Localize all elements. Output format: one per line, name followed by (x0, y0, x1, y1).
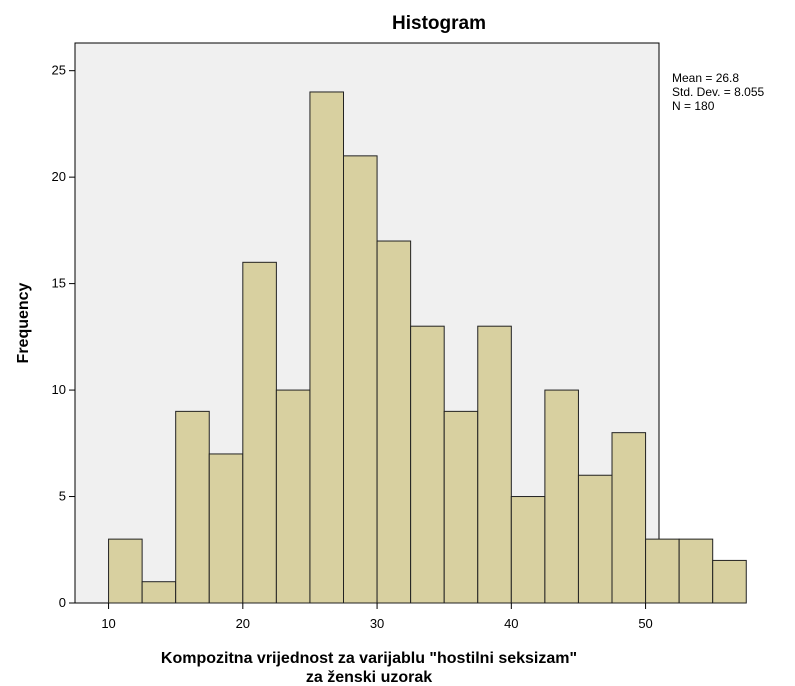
x-axis-title-line-2: za ženski uzorak (306, 669, 432, 686)
histogram-bar (108, 538, 143, 604)
histogram-bar (577, 474, 613, 604)
histogram-bar (410, 325, 445, 604)
y-axis-title: Frequency (15, 282, 32, 363)
histogram-bar (678, 538, 714, 604)
histogram-bar (141, 581, 177, 604)
y-tick-label: 20 (52, 169, 66, 184)
histogram-bar (376, 240, 412, 604)
histogram-bar (175, 410, 210, 604)
x-tick-label: 30 (370, 616, 384, 631)
histogram-bar (275, 389, 311, 604)
y-tick-label: 5 (59, 489, 66, 504)
chart-title: Histogram (392, 13, 486, 34)
histogram-bar (309, 91, 345, 604)
y-tick-label: 0 (59, 595, 66, 610)
histogram-bar (343, 155, 378, 604)
y-axis: 0 5 10 15 20 25 (52, 63, 75, 610)
y-tick-label: 25 (52, 63, 66, 78)
histogram-bar (645, 538, 680, 604)
x-axis-title-line-1: Kompozitna vrijednost za varijablu "host… (161, 650, 577, 667)
x-tick-label: 40 (504, 616, 518, 631)
bars-group (108, 91, 747, 604)
histogram-bar (510, 496, 546, 604)
histogram-bar (208, 453, 244, 604)
histogram-bar (712, 559, 747, 604)
stat-mean: Mean = 26.8 (672, 71, 739, 85)
x-tick-label: 50 (638, 616, 652, 631)
histogram-bar (242, 261, 277, 604)
stat-std-dev: Std. Dev. = 8.055 (672, 85, 764, 99)
x-axis: 10 20 30 40 50 (101, 603, 653, 631)
histogram-bar (477, 325, 512, 604)
histogram-bar (443, 410, 479, 604)
histogram-bar (611, 432, 647, 604)
stat-n: N = 180 (672, 99, 715, 113)
y-tick-label: 10 (52, 382, 66, 397)
histogram-bar (544, 389, 579, 604)
x-tick-label: 10 (101, 616, 115, 631)
y-tick-label: 15 (52, 276, 66, 291)
x-tick-label: 20 (236, 616, 250, 631)
